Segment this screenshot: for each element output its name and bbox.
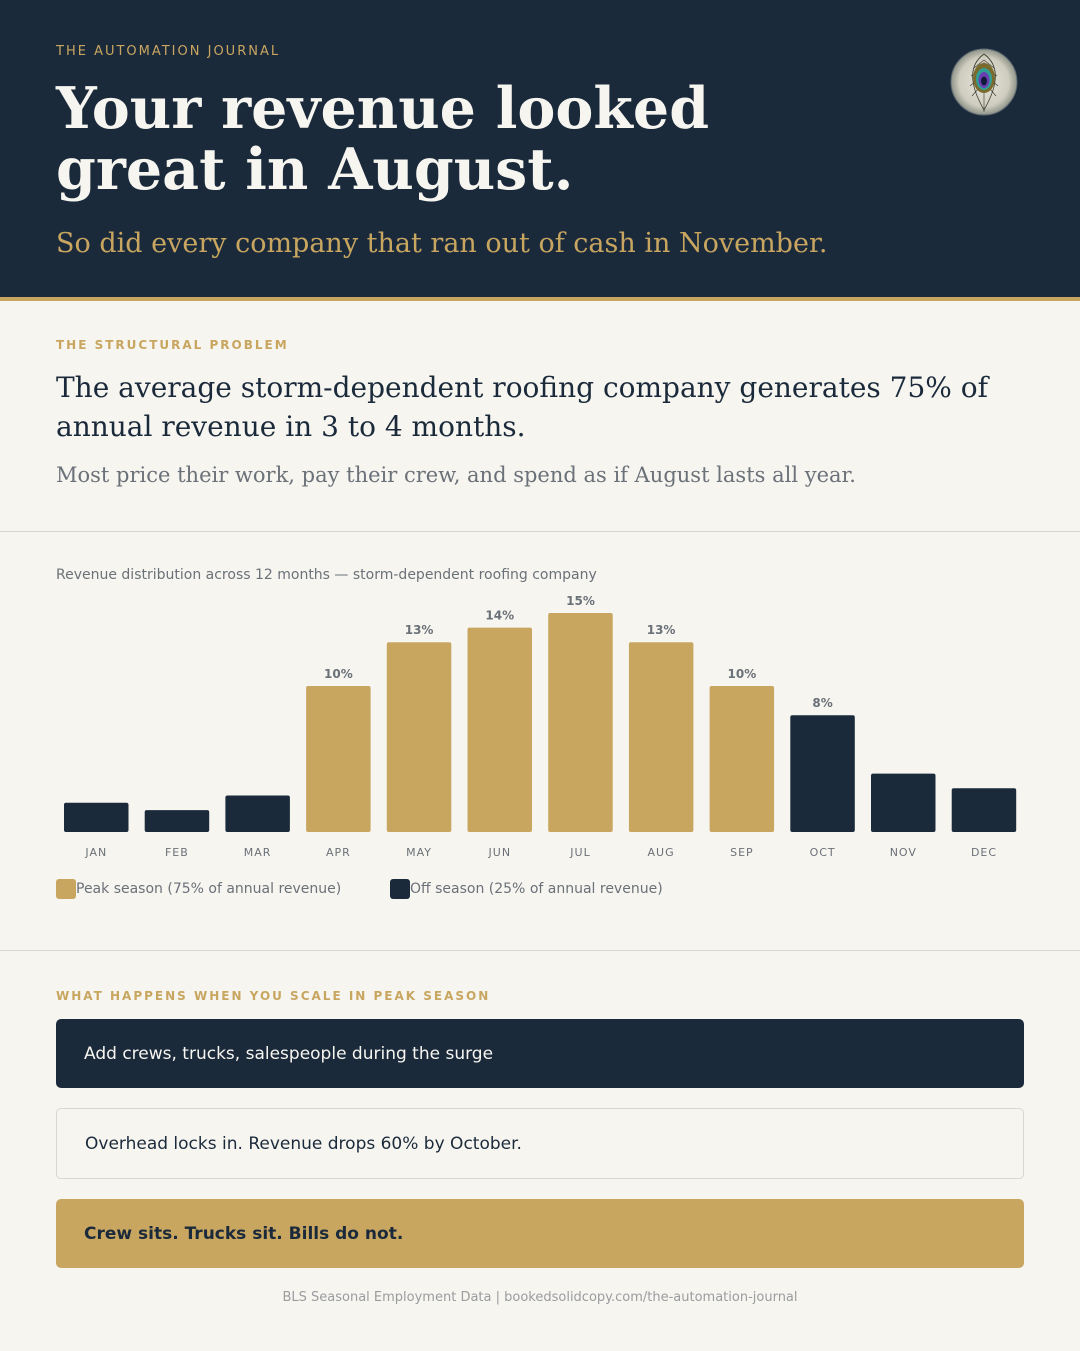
scale-step-1: Add crews, trucks, salespeople during th… [56,1019,1024,1088]
revenue-bar-chart: JAN FEB MAR 10% APR 13% MAY 14% JUN 15% JUL 13% AUG 1… [64,594,1017,859]
tick-label-feb: FEB [165,846,189,859]
data-label-oct: 8% [812,696,832,710]
bar-may [386,642,452,832]
problem-lead: The average storm-dependent roofing comp… [56,371,989,443]
data-label-may: 13% [405,623,434,637]
page-subtitle: So did every company that ran out of cas… [56,228,828,259]
bar-nov [871,773,936,832]
problem-section-label: THE STRUCTURAL PROBLEM [56,338,289,352]
data-label-jun: 14% [485,609,514,623]
bar-aug [628,642,694,832]
tick-label-aug: AUG [648,846,675,859]
bar-dec [951,788,1017,832]
bar-jan [64,802,129,832]
publication-name: THE AUTOMATION JOURNAL [56,44,281,59]
legend-item-peak: Peak season (75% of annual revenue) [56,879,341,899]
scale-step-3: Crew sits. Trucks sit. Bills do not. [56,1199,1024,1268]
header-banner: THE AUTOMATION JOURNAL Your revenue look… [0,0,1080,297]
problem-note: Most price their work, pay their crew, a… [56,463,856,487]
scale-step-2: Overhead locks in. Revenue drops 60% by … [56,1108,1024,1179]
bar-apr [306,686,371,832]
legend-item-off: Off season (25% of annual revenue) [390,879,663,899]
tick-label-dec: DEC [971,846,997,859]
tick-label-nov: NOV [890,846,917,859]
data-label-aug: 13% [647,623,676,637]
data-label-apr: 10% [324,667,353,681]
legend-swatch-off [390,879,410,899]
legend-label-peak: Peak season (75% of annual revenue) [76,881,342,897]
tick-label-jul: JUL [569,846,590,859]
tick-label-sep: SEP [730,846,754,859]
bar-mar [225,795,290,832]
bar-jun [467,627,532,832]
bar-jul [548,613,613,832]
source-footer: BLS Seasonal Employment Data | bookedsol… [282,1290,798,1305]
legend-label-off: Off season (25% of annual revenue) [410,881,663,897]
tick-label-apr: APR [326,846,351,859]
tick-label-jun: JUN [488,846,512,859]
header-accent-rule [0,297,1080,301]
section-divider [0,531,1080,532]
chart-title: Revenue distribution across 12 months — … [56,567,597,583]
tick-label-mar: MAR [244,846,272,859]
tick-label-jan: JAN [84,846,107,859]
tick-label-oct: OCT [810,846,836,859]
legend-swatch-peak [56,879,76,899]
bar-oct [790,715,855,832]
scale-section-label: WHAT HAPPENS WHEN YOU SCALE IN PEAK SEAS… [56,989,491,1003]
peacock-feather-icon [950,48,1018,116]
page-title: Your revenue looked great in August. [56,75,710,203]
data-label-jul: 15% [566,594,595,608]
bar-sep [709,686,775,832]
tick-label-may: MAY [406,846,432,859]
data-label-sep: 10% [728,667,757,681]
section-divider [0,950,1080,951]
bar-feb [144,810,210,832]
